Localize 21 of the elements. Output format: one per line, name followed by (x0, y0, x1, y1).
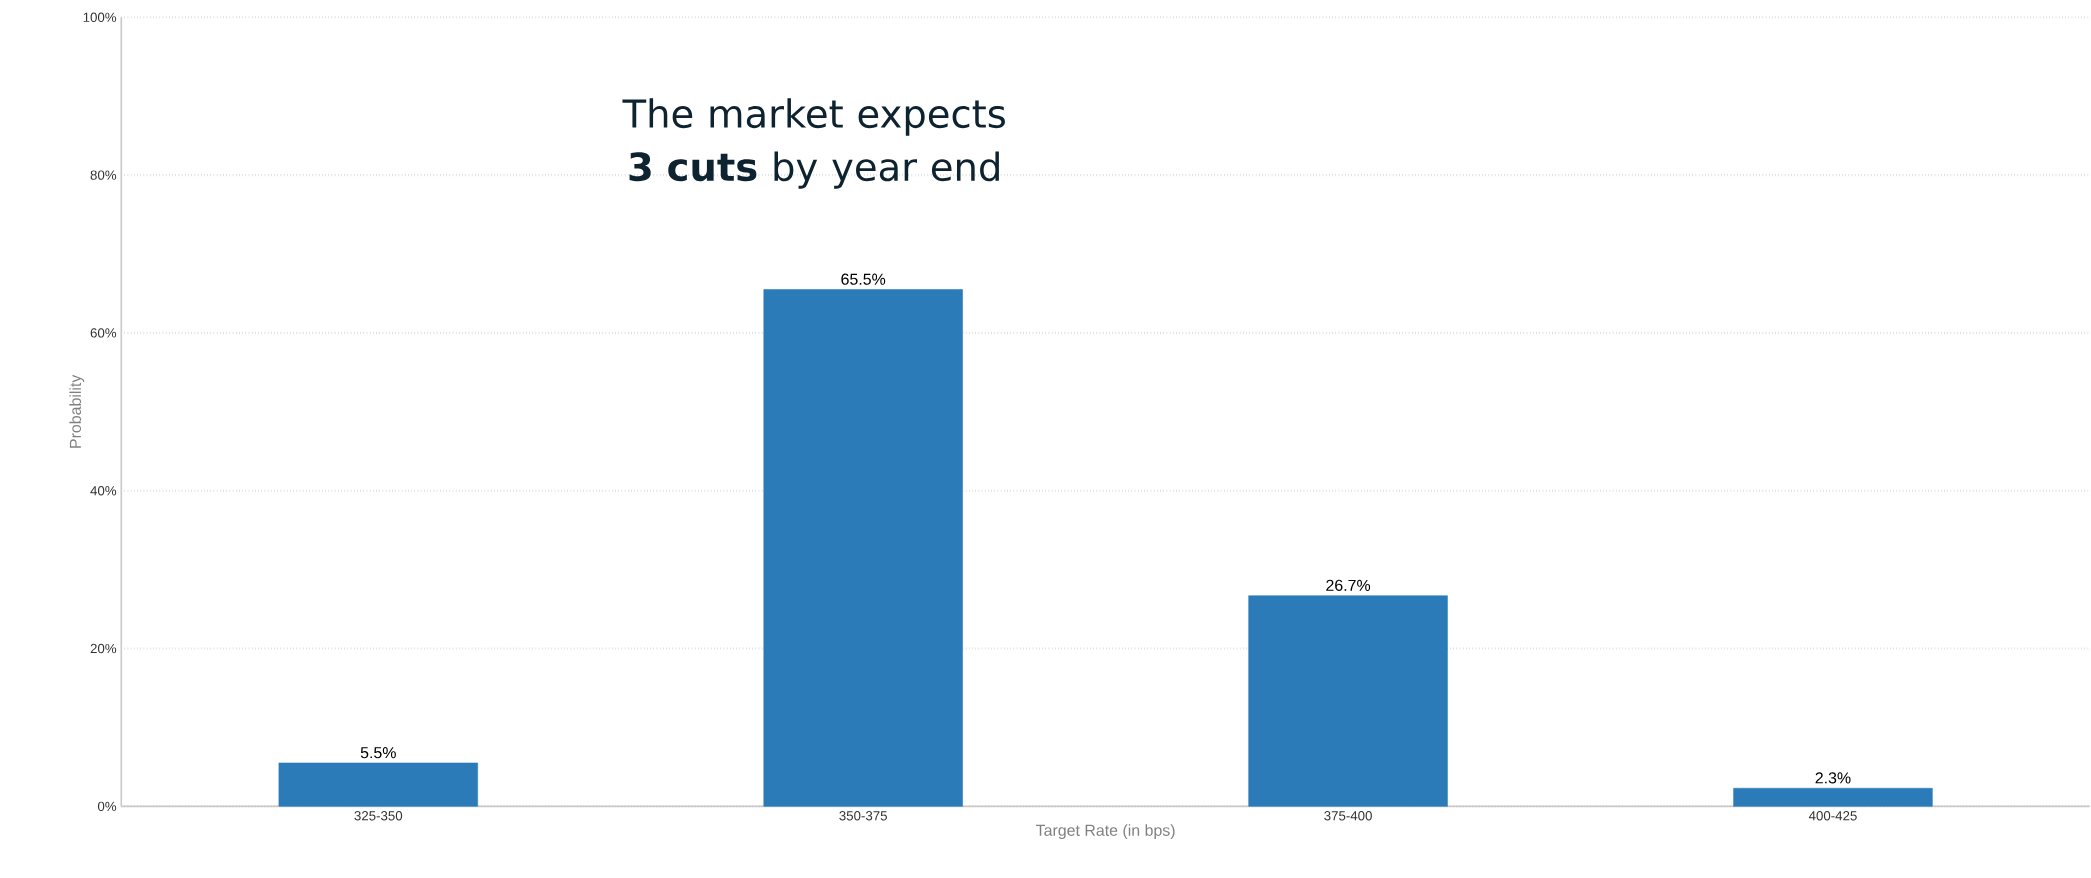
x-axis-title: Target Rate (in bps) (1036, 824, 1175, 840)
y-tick-label: 80% (90, 170, 117, 180)
bar (1248, 595, 1448, 807)
x-tick-label: 350-375 (839, 811, 887, 821)
y-tick-label: 100% (83, 12, 117, 23)
data-label: 65.5% (841, 273, 886, 285)
bar (763, 289, 963, 807)
y-axis-title: Probability (69, 374, 85, 448)
annotation: The market expects 3 cuts by year end (622, 98, 1005, 189)
y-tick-label: 20% (90, 644, 117, 654)
bar (1733, 788, 1933, 807)
bar (278, 762, 478, 807)
x-tick-label: 400-425 (1808, 811, 1857, 821)
y-tick-label: 0% (97, 801, 117, 812)
y-tick-label: 60% (90, 328, 117, 338)
x-tick-label: 325-350 (354, 811, 403, 821)
y-tick-label: 40% (90, 486, 117, 496)
x-tick-label: 375-400 (1324, 811, 1372, 821)
data-label: 26.7% (1326, 579, 1371, 592)
data-label: 5.5% (360, 747, 396, 759)
data-label: 2.3% (1815, 772, 1851, 784)
